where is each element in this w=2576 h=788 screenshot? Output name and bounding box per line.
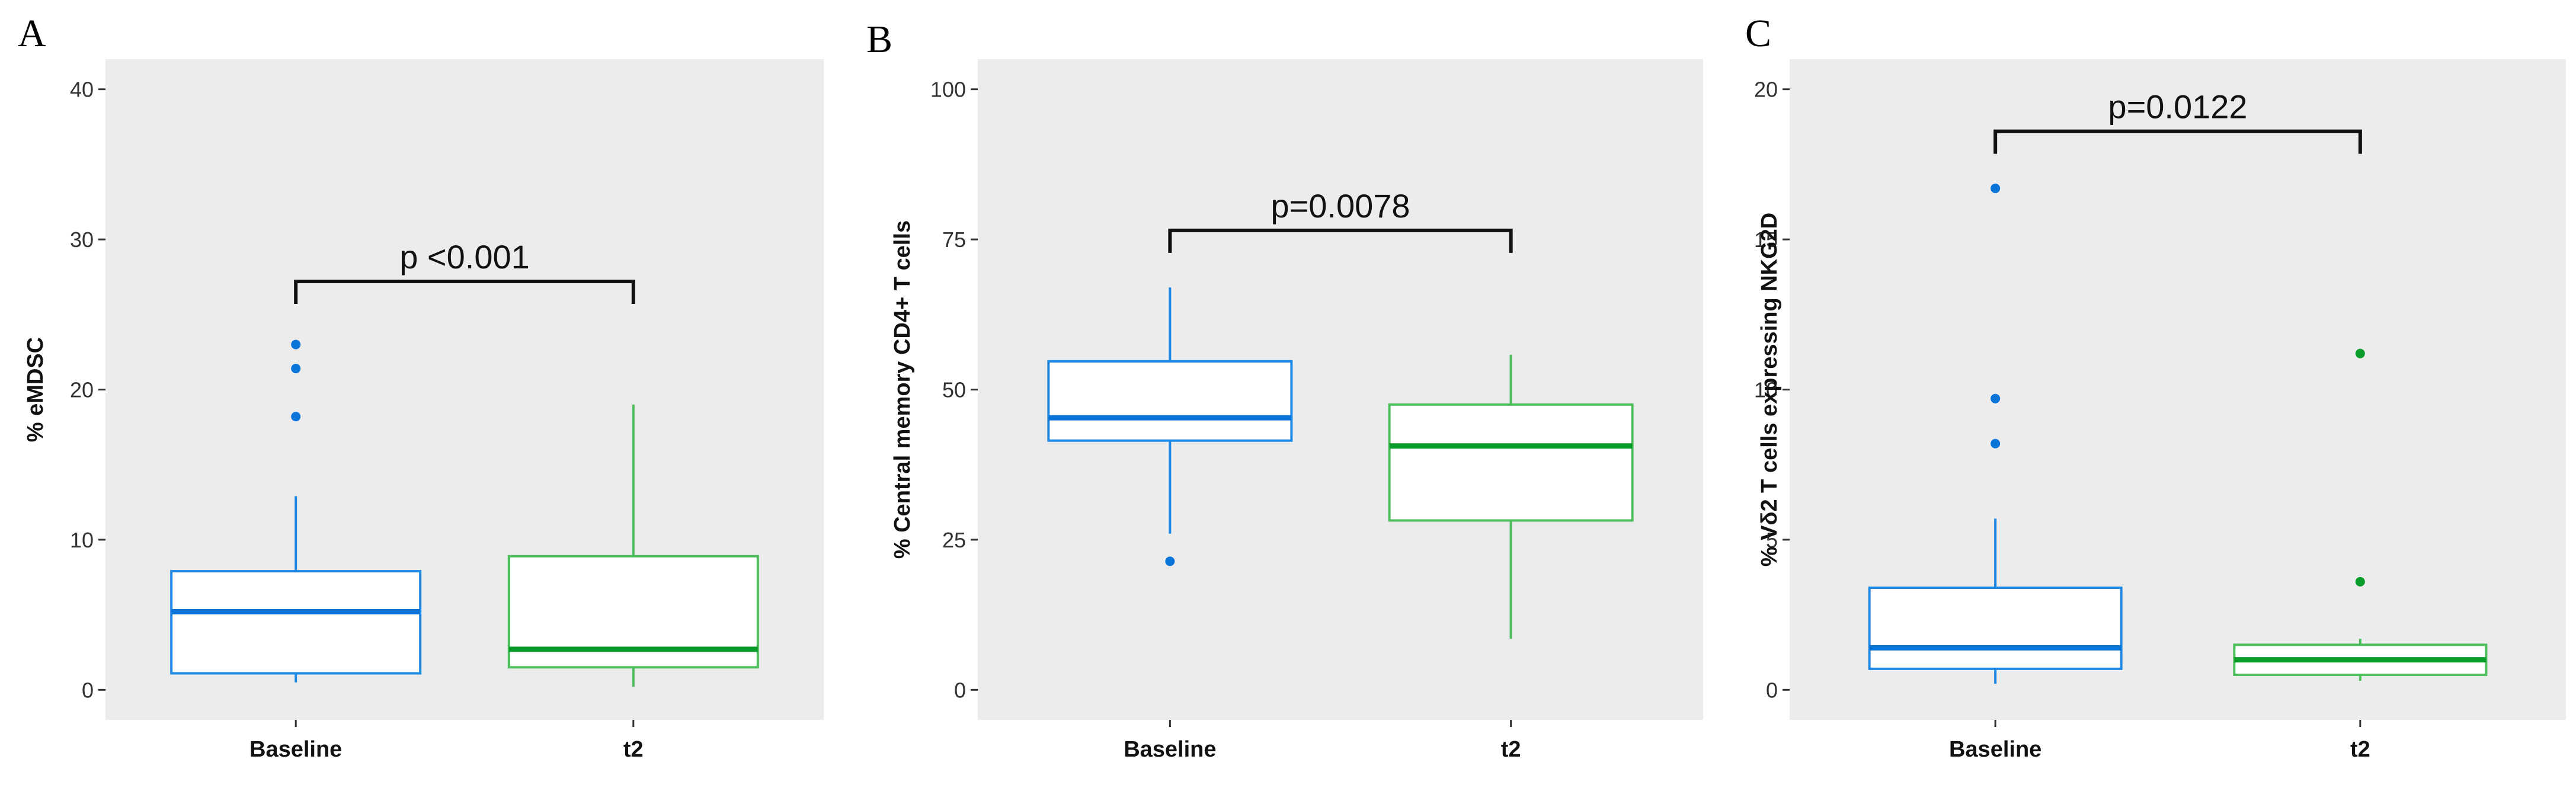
y-tick-label: 0 xyxy=(82,678,94,702)
x-category-label: t2 xyxy=(2350,737,2370,762)
outlier-point xyxy=(2355,576,2365,587)
significance-bracket xyxy=(294,280,635,305)
outlier-point xyxy=(291,364,301,374)
y-tick-label: 10 xyxy=(70,528,94,552)
y-tick-label: 30 xyxy=(70,228,94,252)
panel-c: C 0 5 10 15 20 % Vδ2 T cells expressing NKG2D B… xyxy=(1745,12,2566,762)
y-tick-label: 75 xyxy=(942,228,966,252)
outlier-point xyxy=(1991,438,2001,449)
outlier-point xyxy=(2355,348,2365,358)
x-category-label: t2 xyxy=(1501,737,1521,762)
p-value-label: p=0.0078 xyxy=(1271,187,1410,225)
box-iqr xyxy=(170,570,422,675)
panel-b: B 0 25 50 75 100 % Central memory CD4+ T cells… xyxy=(866,18,1703,762)
p-value-label: p <0.001 xyxy=(399,238,530,276)
outlier-point xyxy=(1991,183,2001,193)
box-t2 xyxy=(2233,348,2488,681)
y-axis-title: % eMDSC xyxy=(23,337,48,442)
box-baseline xyxy=(1868,183,2123,684)
x-category-label: Baseline xyxy=(249,737,342,762)
y-tick-label: 5 xyxy=(1766,528,1778,552)
box-iqr xyxy=(1868,587,2123,670)
panel-label: C xyxy=(1745,12,1771,55)
y-tick-label: 40 xyxy=(70,78,94,102)
box-baseline xyxy=(170,339,422,683)
outlier-point xyxy=(1991,393,2001,403)
y-axis-title: % Central memory CD4+ T cells xyxy=(890,220,915,559)
y-tick-label: 50 xyxy=(942,378,966,402)
box-iqr xyxy=(1047,360,1293,442)
outlier-point xyxy=(291,339,301,350)
significance-bracket xyxy=(1993,129,2362,154)
box-baseline xyxy=(1047,287,1293,566)
y-tick-label: 20 xyxy=(70,378,94,402)
box-iqr xyxy=(1388,403,1634,522)
box-t2 xyxy=(507,404,759,687)
p-value-label: p=0.0122 xyxy=(2108,88,2247,126)
panel-label: B xyxy=(866,18,892,61)
panel-label: A xyxy=(18,12,46,55)
y-tick-label: 10 xyxy=(1754,378,1778,402)
y-tick-label: 0 xyxy=(1766,678,1778,702)
y-tick-label: 15 xyxy=(1754,228,1778,252)
outlier-point xyxy=(1165,556,1175,566)
box-t2 xyxy=(1388,354,1634,639)
y-tick-label: 25 xyxy=(942,528,966,552)
x-category-label: Baseline xyxy=(1124,737,1216,762)
panel-a: A 0 10 20 30 40 % eMDSC Baseline t2 p <0.001 xyxy=(18,12,824,762)
y-tick-label: 0 xyxy=(954,678,966,702)
significance-bracket xyxy=(1168,228,1513,253)
x-category-label: t2 xyxy=(623,737,644,762)
y-tick-label: 20 xyxy=(1754,78,1778,102)
x-category-label: Baseline xyxy=(1949,737,2041,762)
outlier-point xyxy=(291,412,301,422)
y-tick-label: 100 xyxy=(930,78,966,102)
y-axis-title: % Vδ2 T cells expressing NKG2D xyxy=(1757,213,1782,567)
